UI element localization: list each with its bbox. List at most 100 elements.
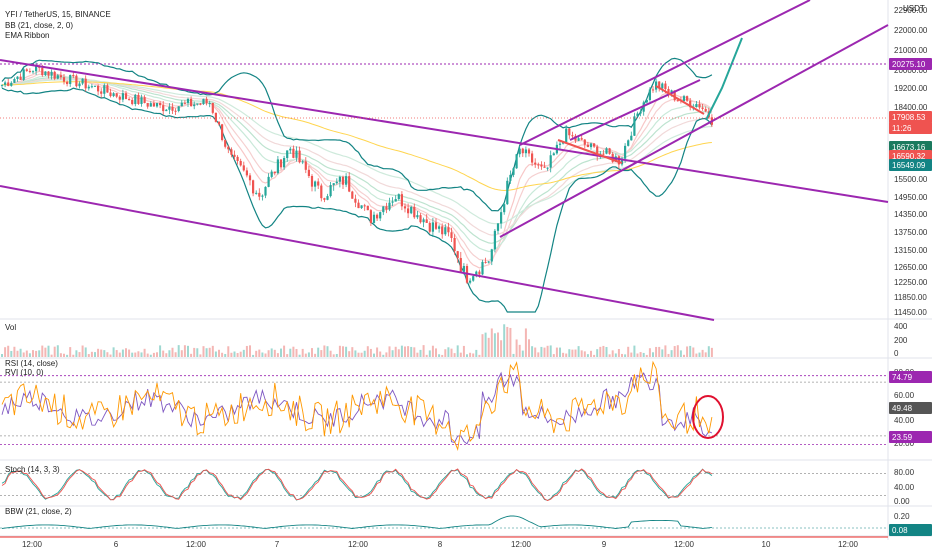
candle-body	[134, 94, 137, 105]
volume-bar	[611, 350, 614, 357]
candle-body	[608, 148, 611, 154]
candle-body	[199, 103, 202, 105]
volume-bar	[512, 353, 515, 357]
volume-bar	[224, 353, 227, 357]
ema-ribbon-label[interactable]: EMA Ribbon	[5, 31, 49, 40]
candle-body	[62, 77, 66, 82]
volume-bar	[565, 353, 568, 357]
volume-bar	[453, 353, 456, 357]
candle-body	[100, 91, 103, 94]
rsi-mid-tag-bg	[889, 402, 932, 414]
volume-bar	[422, 345, 425, 357]
price-tick-label: 12650.00	[894, 263, 928, 272]
volume-bar	[655, 346, 658, 357]
candle-body	[394, 199, 397, 202]
volume-bar	[19, 348, 22, 357]
rsi-line	[1, 360, 713, 451]
volume-bar	[280, 348, 282, 357]
volume-bar	[462, 345, 465, 357]
volume-bar	[645, 354, 648, 357]
candle-body	[128, 99, 131, 101]
candle-body	[131, 99, 134, 105]
candle-body	[230, 149, 233, 155]
volume-bar	[506, 326, 509, 357]
volume-bar	[528, 339, 530, 357]
volume-label[interactable]: Vol	[5, 323, 16, 332]
volume-bar	[605, 346, 608, 357]
candle-body	[419, 215, 422, 223]
stoch-d-line	[1, 468, 713, 501]
symbol-label[interactable]: YFI / TetherUS, 15, BINANCE	[5, 10, 111, 19]
volume-bar	[410, 346, 413, 357]
volume-bar	[524, 328, 527, 357]
candle-body	[301, 161, 304, 163]
candle-body	[655, 81, 658, 90]
volume-bar	[552, 354, 555, 357]
volume-bar	[379, 351, 382, 357]
volume-tick-label: 400	[894, 322, 908, 331]
candle-body	[146, 102, 149, 107]
volume-bar	[419, 349, 422, 357]
candle-body	[162, 105, 165, 112]
volume-bar	[50, 354, 53, 357]
resistance-tag-bg	[889, 58, 932, 70]
volume-bar	[137, 351, 140, 357]
candle-body	[338, 176, 341, 182]
volume-bar	[25, 350, 28, 357]
price-axis[interactable]: 22000.0021000.0020000.0019200.0018400.00…	[22, 6, 932, 549]
candle-body	[664, 83, 667, 89]
candle-body	[292, 148, 295, 158]
bbw-label[interactable]: BBW (21, close, 2)	[5, 507, 72, 516]
rsi-low-tag-bg	[889, 431, 932, 443]
candle-body	[667, 88, 670, 94]
candle-body	[341, 176, 345, 185]
candle-body	[252, 180, 255, 194]
volume-bar	[168, 350, 171, 357]
candle-body	[382, 206, 385, 213]
candle-body	[407, 208, 410, 214]
candle-body	[202, 98, 205, 104]
volume-bar	[444, 349, 447, 357]
volume-bar	[546, 345, 549, 357]
candle-body	[552, 153, 555, 156]
candle-body	[620, 158, 624, 165]
volume-bar	[94, 352, 96, 357]
candle-body	[345, 176, 348, 185]
candle-body	[506, 180, 509, 205]
candle-body	[397, 194, 400, 200]
volume-bar	[481, 334, 484, 357]
rsi-label[interactable]: RSI (14, close)	[5, 359, 58, 368]
candle-body	[47, 71, 50, 76]
volume-bar	[447, 347, 450, 357]
volume-bar	[28, 353, 31, 357]
candle-body	[481, 261, 484, 275]
candle-body	[540, 164, 543, 167]
price-pane[interactable]	[0, 0, 889, 321]
volume-bar	[683, 354, 685, 357]
volume-bar	[475, 349, 478, 357]
candle-body	[168, 106, 171, 110]
candle-body	[258, 192, 261, 197]
volume-bar	[450, 348, 453, 357]
rvi-label[interactable]: RVI (10, 0)	[5, 368, 44, 377]
price-tick-label: 22000.00	[894, 26, 928, 35]
bb-indicator-label[interactable]: BB (21, close, 2, 0)	[5, 21, 73, 30]
volume-bar	[245, 345, 248, 357]
candle-body	[518, 148, 521, 155]
volume-bar	[497, 332, 499, 357]
volume-bar	[221, 352, 224, 357]
volume-bar	[704, 352, 707, 357]
volume-bar	[363, 350, 366, 357]
volume-bar	[571, 349, 574, 357]
candle-body	[335, 181, 338, 184]
ema-ribbon-line	[1, 76, 713, 244]
candle-body	[81, 78, 84, 84]
volume-bar	[295, 348, 298, 357]
volume-bar	[214, 351, 217, 357]
candle-body	[534, 162, 537, 165]
volume-bar	[218, 349, 220, 357]
stoch-label[interactable]: Stoch (14, 3, 3)	[5, 465, 60, 474]
bb-upper-band	[1, 57, 713, 212]
volume-bar	[441, 354, 444, 357]
